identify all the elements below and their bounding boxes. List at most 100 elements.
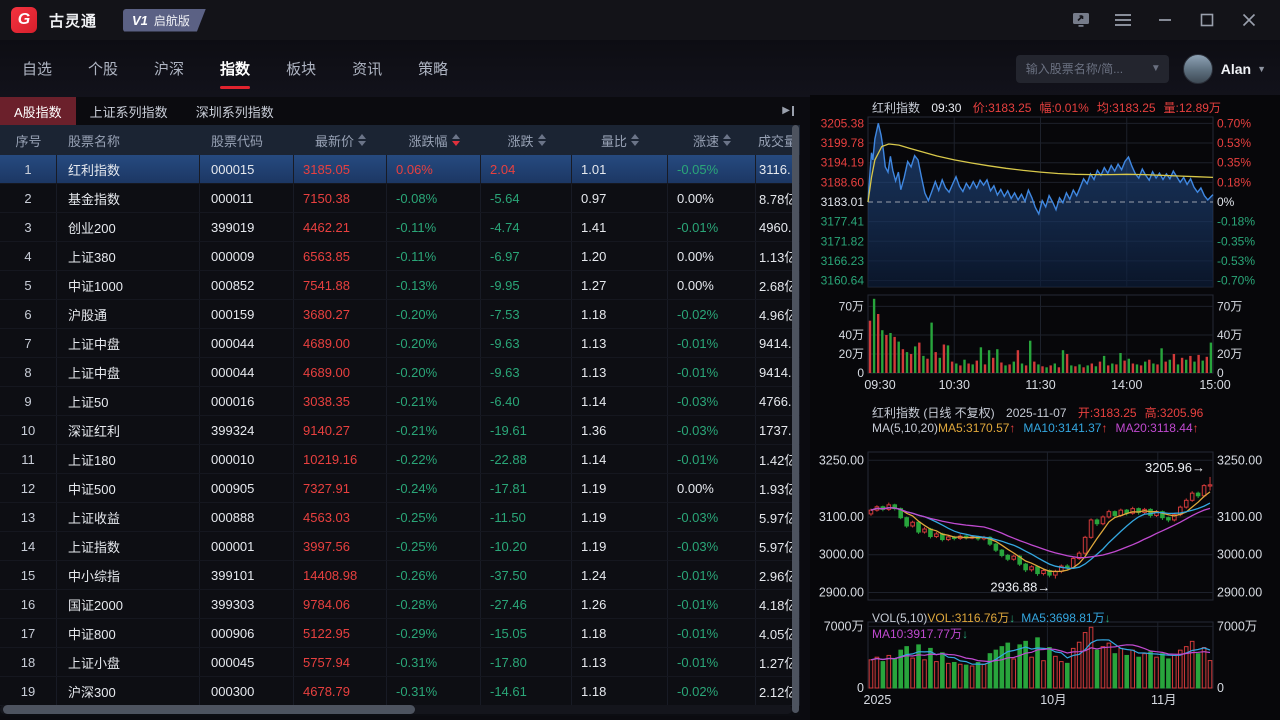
column-header-1: 股票名称 bbox=[68, 133, 121, 149]
user-menu-caret-icon[interactable]: ▼ bbox=[1257, 63, 1266, 74]
table-row[interactable]: 10 深证红利 399324 9140.27 -0.21% -19.61 1.36 -0.03… bbox=[0, 416, 800, 445]
cell-序号: 17 bbox=[0, 619, 57, 647]
table-row[interactable]: 8 上证中盘 000044 4689.00 -0.20% -9.63 1.13 -0.01% 9… bbox=[0, 358, 800, 387]
column-header-6[interactable]: 量比 bbox=[572, 125, 668, 155]
cell-涨跌: -15.05 bbox=[481, 619, 572, 647]
tab-0[interactable]: A股指数 bbox=[0, 97, 76, 125]
table-row[interactable]: 2 基金指数 000011 7150.38 -0.08% -5.64 0.97 0.00% 8.… bbox=[0, 184, 800, 213]
horizontal-scrollbar[interactable] bbox=[0, 705, 792, 714]
cell-成交量: 5.97亿 bbox=[756, 503, 800, 531]
cell-涨跌幅: -0.08% bbox=[387, 184, 481, 212]
user-avatar[interactable] bbox=[1182, 53, 1213, 84]
table-row[interactable]: 15 中小综指 399101 14408.98 -0.26% -37.50 1.24 -0.0… bbox=[0, 561, 800, 590]
table-row[interactable]: 12 中证500 000905 7327.91 -0.24% -17.81 1.19 0.00… bbox=[0, 474, 800, 503]
table-row[interactable]: 6 沪股通 000159 3680.27 -0.20% -7.53 1.18 -0.02% 4.… bbox=[0, 300, 800, 329]
cell-成交量: 9414. bbox=[756, 329, 800, 357]
svg-text:3250.00: 3250.00 bbox=[819, 453, 864, 467]
search-input[interactable] bbox=[1023, 60, 1147, 77]
table-row[interactable]: 1 红利指数 000015 3185.05 0.06% 2.04 1.01 -0.05% 311… bbox=[0, 155, 800, 184]
cell-序号: 13 bbox=[0, 503, 57, 531]
cell-序号: 6 bbox=[0, 300, 57, 328]
minimize-button[interactable] bbox=[1154, 9, 1176, 31]
svg-text:40万: 40万 bbox=[839, 328, 864, 342]
tab-2[interactable]: 深圳系列指数 bbox=[195, 104, 274, 120]
maximize-button[interactable] bbox=[1196, 9, 1218, 31]
vertical-scrollbar[interactable] bbox=[792, 125, 799, 713]
volume-legend-line1: VOL(5,10)VOL:3116.76万↓ MA5:3698.81万↓ bbox=[872, 611, 1111, 625]
table-row[interactable]: 17 中证800 000906 5122.95 -0.29% -15.05 1.18 -0.0… bbox=[0, 619, 800, 648]
svg-text:7000万: 7000万 bbox=[824, 619, 864, 633]
column-header-3[interactable]: 最新价 bbox=[294, 125, 387, 155]
svg-text:3000.00: 3000.00 bbox=[819, 548, 864, 562]
column-header-7[interactable]: 涨速 bbox=[668, 125, 756, 155]
daily-ma-legend: MA(5,10,20)MA5:3170.57↑ MA10:3141.37↑ MA20… bbox=[872, 421, 1199, 435]
svg-text:15:00: 15:00 bbox=[1199, 378, 1230, 392]
cell-涨速: -0.03% bbox=[668, 416, 756, 444]
cell-股票代码: 000852 bbox=[200, 271, 294, 299]
cell-股票代码: 399101 bbox=[200, 561, 294, 589]
cell-量比: 1.18 bbox=[572, 677, 668, 705]
svg-text:0.35%: 0.35% bbox=[1217, 156, 1251, 170]
svg-text:3183.01: 3183.01 bbox=[821, 195, 865, 209]
cell-股票名称: 红利指数 bbox=[57, 155, 200, 183]
cell-涨速: -0.03% bbox=[668, 532, 756, 560]
cell-成交量: 8.78亿 bbox=[756, 184, 800, 212]
cell-涨速: -0.01% bbox=[668, 213, 756, 241]
nav-item-6[interactable]: 策略 bbox=[418, 61, 449, 78]
cell-涨跌幅: -0.21% bbox=[387, 387, 481, 415]
tabbar-expand-icon[interactable]: ▶ bbox=[782, 106, 794, 116]
close-button[interactable] bbox=[1238, 9, 1260, 31]
daily-chart[interactable]: 3250.00 3250.00 3100.00 3100.00 3000.00 3000.… bbox=[810, 400, 1280, 720]
svg-text:20万: 20万 bbox=[839, 347, 864, 361]
table-row[interactable]: 5 中证1000 000852 7541.88 -0.13% -9.95 1.27 0.00%… bbox=[0, 271, 800, 300]
cell-序号: 9 bbox=[0, 387, 57, 415]
svg-text:3250.00: 3250.00 bbox=[1217, 453, 1262, 467]
table-row[interactable]: 11 上证180 000010 10219.16 -0.22% -22.88 1.14 -0.… bbox=[0, 445, 800, 474]
nav-item-3[interactable]: 指数 bbox=[218, 52, 252, 85]
svg-text:0: 0 bbox=[1217, 681, 1224, 695]
app-logo-icon: G bbox=[11, 7, 37, 33]
cell-涨跌幅: -0.11% bbox=[387, 213, 481, 241]
cell-股票名称: 沪深300 bbox=[57, 677, 200, 705]
cell-涨速: -0.01% bbox=[668, 619, 756, 647]
cell-量比: 1.26 bbox=[572, 590, 668, 618]
stock-search-box[interactable]: ▼ bbox=[1015, 54, 1169, 83]
cell-成交量: 2.96亿 bbox=[756, 561, 800, 589]
table-row[interactable]: 18 上证小盘 000045 5757.94 -0.31% -17.80 1.13 -0.01… bbox=[0, 648, 800, 677]
table-row[interactable]: 9 上证50 000016 3038.35 -0.21% -6.40 1.14 -0.03% 4… bbox=[0, 387, 800, 416]
cell-涨跌: -14.61 bbox=[481, 677, 572, 705]
badge-v1-icon: V1 bbox=[132, 12, 148, 28]
cell-股票名称: 上证50 bbox=[57, 387, 200, 415]
cell-最新价: 7541.88 bbox=[294, 271, 387, 299]
table-row[interactable]: 3 创业200 399019 4462.21 -0.11% -4.74 1.41 -0.01%… bbox=[0, 213, 800, 242]
minute-chart[interactable]: 3205.38 0.70% 3199.78 0.53% 3194.19 0.35% 3188… bbox=[810, 95, 1280, 397]
cell-成交量: 4960. bbox=[756, 213, 800, 241]
svg-text:3100.00: 3100.00 bbox=[1217, 510, 1262, 524]
column-header-5[interactable]: 涨跌 bbox=[481, 125, 572, 155]
column-header-4[interactable]: 涨跌幅 bbox=[387, 125, 481, 155]
chevron-down-icon[interactable]: ▼ bbox=[1150, 63, 1161, 74]
table-row[interactable]: 14 上证指数 000001 3997.56 -0.25% -10.20 1.19 -0.03… bbox=[0, 532, 800, 561]
cell-最新价: 3038.35 bbox=[294, 387, 387, 415]
cell-股票代码: 000045 bbox=[200, 648, 294, 676]
table-row[interactable]: 7 上证中盘 000044 4689.00 -0.20% -9.63 1.13 -0.01% 9… bbox=[0, 329, 800, 358]
cast-screen-icon[interactable] bbox=[1070, 9, 1092, 31]
nav-item-1[interactable]: 个股 bbox=[88, 61, 119, 78]
cell-成交量: 1737. bbox=[756, 416, 800, 444]
nav-item-2[interactable]: 沪深 bbox=[154, 61, 185, 78]
nav-item-4[interactable]: 板块 bbox=[286, 61, 317, 78]
cell-成交量: 2.68亿 bbox=[756, 271, 800, 299]
cell-涨速: -0.01% bbox=[668, 358, 756, 386]
cell-涨速: -0.05% bbox=[668, 155, 756, 183]
tab-1[interactable]: 上证系列指数 bbox=[89, 104, 168, 120]
cell-股票名称: 上证中盘 bbox=[57, 329, 200, 357]
nav-item-5[interactable]: 资讯 bbox=[352, 61, 383, 78]
table-row[interactable]: 13 上证收益 000888 4563.03 -0.25% -11.50 1.19 -0.03… bbox=[0, 503, 800, 532]
table-row[interactable]: 16 国证2000 399303 9784.06 -0.28% -27.46 1.26 -0.… bbox=[0, 590, 800, 619]
nav-item-0[interactable]: 自选 bbox=[22, 61, 53, 78]
cell-涨速: -0.01% bbox=[668, 648, 756, 676]
table-row[interactable]: 19 沪深300 000300 4678.79 -0.31% -14.61 1.18 -0.0… bbox=[0, 677, 800, 706]
menu-icon[interactable] bbox=[1112, 9, 1134, 31]
svg-text:70万: 70万 bbox=[1217, 299, 1242, 313]
table-row[interactable]: 4 上证380 000009 6563.85 -0.11% -6.97 1.20 0.00% 1… bbox=[0, 242, 800, 271]
